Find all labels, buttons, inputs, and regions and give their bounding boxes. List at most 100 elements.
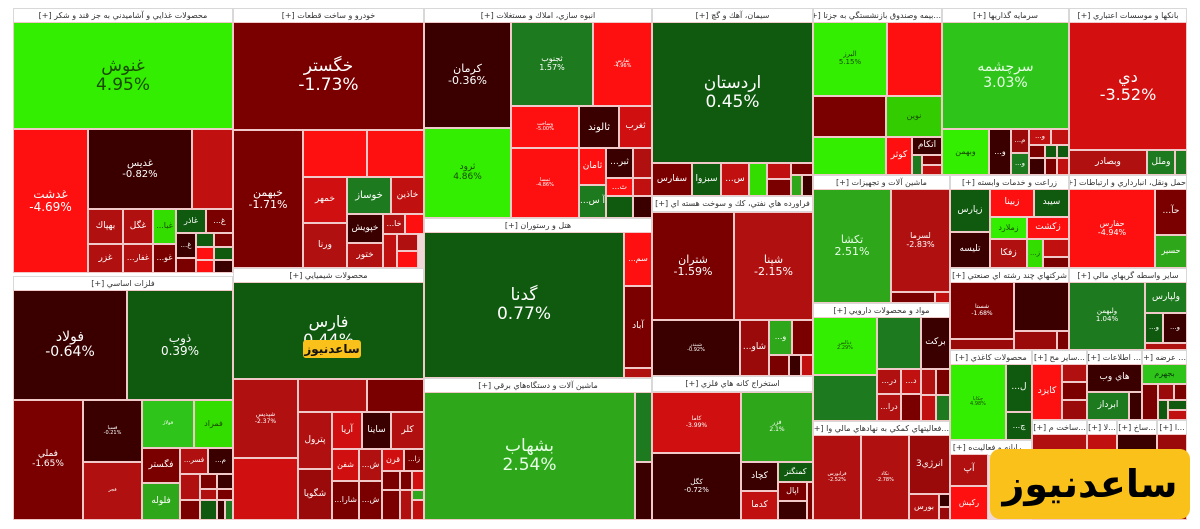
- stock-tile[interactable]: فملي -1.65%: [13, 400, 83, 520]
- stock-tile[interactable]: غاذر: [176, 209, 206, 233]
- stock-tile[interactable]: [303, 130, 367, 177]
- stock-tile[interactable]: [196, 247, 214, 260]
- stock-tile[interactable]: [200, 500, 217, 520]
- stock-tile[interactable]: ...غفار: [123, 244, 153, 273]
- stock-tile[interactable]: ختور: [347, 243, 383, 268]
- stock-tile[interactable]: [1174, 384, 1187, 400]
- stock-tile[interactable]: [877, 317, 921, 369]
- stock-tile[interactable]: [176, 258, 196, 273]
- stock-tile[interactable]: كايزد: [1032, 364, 1062, 420]
- stock-tile[interactable]: دبالس 2.29%: [813, 317, 877, 375]
- stock-tile[interactable]: ثرود 4.86%: [424, 128, 511, 218]
- stock-tile[interactable]: [382, 471, 400, 490]
- stock-tile[interactable]: شفن: [332, 449, 359, 481]
- stock-tile[interactable]: [1062, 364, 1087, 382]
- stock-tile[interactable]: [400, 471, 412, 490]
- stock-tile[interactable]: ...درا: [877, 394, 901, 421]
- stock-tile[interactable]: سيبد: [1034, 189, 1069, 217]
- stock-tile[interactable]: ...غ: [206, 209, 233, 233]
- stock-tile[interactable]: هاي وب: [1087, 364, 1142, 392]
- stock-tile[interactable]: ...و: [1029, 129, 1051, 145]
- stock-tile[interactable]: كدما: [741, 491, 778, 520]
- stock-tile[interactable]: [1051, 129, 1069, 145]
- stock-tile[interactable]: بهپاك: [88, 209, 123, 244]
- stock-tile[interactable]: [1175, 150, 1187, 175]
- stock-tile[interactable]: غديس -0.82%: [88, 129, 192, 209]
- stock-tile[interactable]: آپ: [950, 454, 988, 486]
- stock-tile[interactable]: سفارس: [652, 163, 692, 196]
- stock-tile[interactable]: كوثر: [886, 137, 912, 175]
- stock-tile[interactable]: [936, 395, 950, 421]
- stock-tile[interactable]: ...ثبر: [606, 148, 633, 178]
- stock-tile[interactable]: ...حآ: [1155, 189, 1187, 235]
- stock-tile[interactable]: آباد: [624, 286, 652, 368]
- stock-tile[interactable]: ...ل: [1006, 364, 1032, 412]
- stock-tile[interactable]: [635, 462, 652, 520]
- stock-tile[interactable]: [382, 490, 400, 520]
- stock-tile[interactable]: خبهمن -1.71%: [233, 130, 303, 268]
- stock-tile[interactable]: غزر: [88, 244, 123, 273]
- stock-tile[interactable]: اپال: [778, 482, 807, 501]
- stock-tile[interactable]: چكاپا 4.98%: [950, 364, 1006, 440]
- stock-tile[interactable]: خاذين: [391, 177, 424, 214]
- stock-tile[interactable]: [367, 379, 424, 412]
- stock-tile[interactable]: [891, 292, 935, 303]
- stock-tile[interactable]: كلر: [391, 412, 424, 449]
- stock-tile[interactable]: فجر: [83, 462, 142, 520]
- stock-tile[interactable]: [1168, 410, 1187, 420]
- stock-tile[interactable]: [367, 130, 424, 177]
- stock-tile[interactable]: ثغرب: [619, 106, 652, 148]
- stock-tile[interactable]: [214, 247, 233, 260]
- stock-tile[interactable]: فارس 0.44%: [233, 282, 424, 379]
- stock-tile[interactable]: [887, 22, 942, 96]
- stock-tile[interactable]: انرژي3: [909, 435, 950, 494]
- stock-tile[interactable]: خپويش: [347, 214, 383, 243]
- stock-tile[interactable]: خمهر: [303, 177, 347, 223]
- stock-tile[interactable]: [196, 260, 214, 273]
- stock-tile[interactable]: سرچشمه 3.03%: [942, 22, 1069, 129]
- stock-tile[interactable]: زبينا: [990, 189, 1034, 217]
- stock-tile[interactable]: البرز 5.15%: [813, 22, 887, 96]
- stock-tile[interactable]: [767, 163, 791, 179]
- stock-tile[interactable]: خوساز: [347, 177, 391, 214]
- stock-tile[interactable]: [939, 494, 950, 507]
- stock-tile[interactable]: ...در: [877, 369, 901, 394]
- stock-tile[interactable]: بورس: [909, 494, 939, 520]
- stock-tile[interactable]: [225, 500, 233, 520]
- stock-tile[interactable]: [1014, 282, 1069, 331]
- stock-tile[interactable]: [813, 96, 886, 137]
- stock-tile[interactable]: [801, 355, 813, 376]
- stock-tile[interactable]: [180, 474, 200, 500]
- stock-tile[interactable]: [1142, 384, 1158, 420]
- stock-tile[interactable]: ...ز: [1027, 239, 1043, 268]
- stock-tile[interactable]: [791, 163, 813, 175]
- stock-tile[interactable]: شپديس -2.37%: [233, 379, 298, 458]
- stock-tile[interactable]: [792, 320, 813, 355]
- sector-title-expand[interactable]: ...ا [+]: [1157, 420, 1187, 436]
- stock-tile[interactable]: ...آ س: [579, 185, 606, 218]
- stock-tile[interactable]: غگل: [123, 209, 153, 244]
- stock-tile[interactable]: ...ث: [606, 178, 633, 196]
- stock-tile[interactable]: ...د: [901, 369, 921, 394]
- stock-tile[interactable]: تكشا 2.51%: [813, 189, 891, 303]
- stock-tile[interactable]: [1014, 331, 1057, 350]
- stock-tile[interactable]: فلوله: [142, 483, 180, 520]
- stock-tile[interactable]: ...زا: [404, 449, 424, 471]
- stock-tile[interactable]: ...و: [1163, 313, 1187, 343]
- stock-tile[interactable]: ثامان: [579, 148, 606, 185]
- stock-tile[interactable]: ثجنوب 1.57%: [511, 22, 593, 106]
- stock-tile[interactable]: فسپا -0.21%: [83, 400, 142, 462]
- stock-tile[interactable]: [1057, 158, 1069, 175]
- stock-tile[interactable]: ...و: [1145, 313, 1163, 343]
- stock-tile[interactable]: ...شاو: [740, 320, 769, 376]
- stock-tile[interactable]: ...ش: [359, 449, 382, 481]
- stock-tile[interactable]: [1045, 158, 1057, 175]
- stock-tile[interactable]: [950, 339, 1014, 350]
- stock-tile[interactable]: [400, 490, 412, 520]
- stock-tile[interactable]: [412, 471, 424, 490]
- stock-tile[interactable]: لسرما -2.83%: [891, 189, 950, 292]
- stock-tile[interactable]: ساينا: [362, 412, 391, 449]
- stock-tile[interactable]: [196, 233, 214, 247]
- stock-tile[interactable]: بجهرم: [1142, 364, 1187, 384]
- stock-tile[interactable]: وبهمن: [942, 129, 989, 175]
